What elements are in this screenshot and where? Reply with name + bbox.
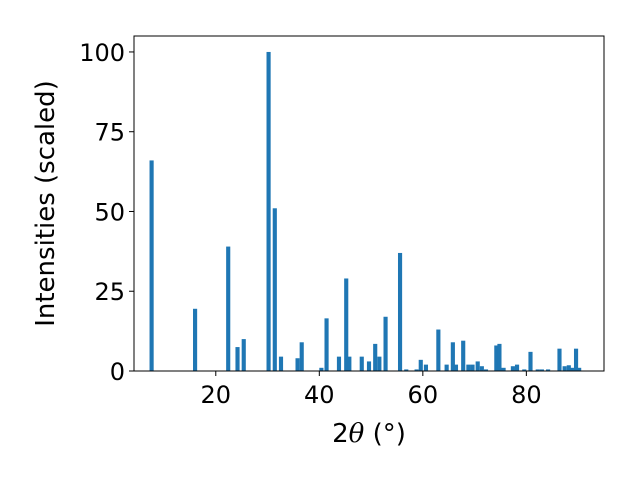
bar [450,342,455,371]
bar [557,348,562,371]
bar [436,329,441,371]
bar [295,358,300,371]
bar [562,366,567,371]
bar [573,348,579,371]
bar [528,351,533,371]
bar [149,160,154,371]
bar [453,364,459,371]
bar [501,367,506,371]
bar [566,365,571,371]
bar [466,364,471,371]
y-axis-ticks: 0 25 50 75 100 [79,39,134,386]
y-tick-label: 0 [110,358,125,386]
plot-frame [133,35,605,372]
bar [344,278,349,371]
y-tick-label: 50 [94,198,125,226]
bar [470,364,475,371]
bar [266,51,271,371]
x-tick-label: 40 [304,381,335,409]
bar [397,252,403,371]
bar [483,369,489,371]
bar [226,246,231,371]
bar [539,369,544,371]
bar [347,356,352,371]
bar [522,369,527,371]
x-tick-label: 80 [511,381,542,409]
bar [461,340,466,371]
bar [514,364,520,371]
x-tick-label: 60 [408,381,439,409]
bar [494,345,499,371]
bar [235,347,240,371]
bar [546,369,551,371]
bar [418,359,423,371]
bar [377,356,382,371]
bar [193,308,198,371]
bar [475,361,480,371]
bar [366,361,372,371]
bar [535,369,540,371]
bar [569,367,574,371]
bar [336,356,342,371]
bar [510,366,515,371]
bar-series [149,51,582,371]
bar [299,342,304,371]
bar [479,366,484,371]
bar [319,367,324,371]
bar [324,318,329,371]
bar [278,356,284,371]
y-tick-label: 100 [79,39,125,67]
y-tick-label: 25 [94,278,125,306]
bar [497,343,502,371]
bar [404,369,409,371]
bar [359,356,364,371]
bar [423,364,429,371]
bar [272,208,277,371]
bar [444,364,449,371]
bar [577,367,582,371]
bar [241,339,246,371]
bar [414,369,419,371]
bar [373,343,378,371]
y-axis-label: Intensities (scaled) [31,80,61,327]
x-axis-ticks: 20 40 60 80 [201,371,542,409]
x-tick-label: 20 [201,381,232,409]
x-axis-label: 2θ (°) [332,419,406,449]
y-tick-label: 75 [94,119,125,147]
bar [383,316,388,371]
